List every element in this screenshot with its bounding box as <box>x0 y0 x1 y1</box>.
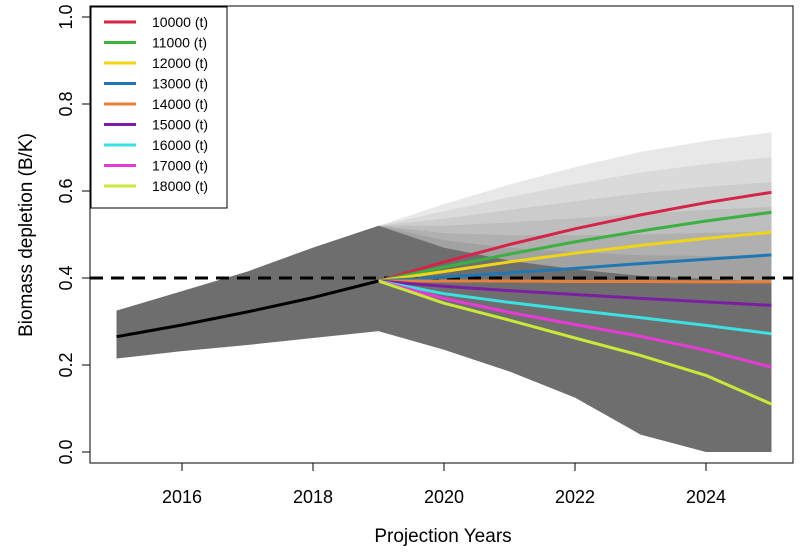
series-line-11000 <box>378 210 772 283</box>
legend-label: 18000 (t) <box>152 178 208 194</box>
y-tick-label: 0.0 <box>56 439 76 464</box>
legend-label: 10000 (t) <box>152 14 208 30</box>
x-tick-label: 2016 <box>162 487 202 507</box>
historical-line <box>116 279 379 339</box>
legend-label: 12000 (t) <box>152 55 208 71</box>
series-line-12000 <box>378 230 772 283</box>
x-tick-label: 2024 <box>686 487 726 507</box>
series-line-14000 <box>378 279 772 284</box>
series-line-17000 <box>378 279 772 369</box>
y-tick-label: 0.6 <box>56 178 76 203</box>
series-lines <box>116 190 773 406</box>
legend-box <box>90 6 228 209</box>
series-line-18000 <box>378 279 773 406</box>
y-tick-label: 0.2 <box>56 352 76 377</box>
legend-label: 15000 (t) <box>152 117 208 133</box>
series-line-10000 <box>378 190 772 283</box>
y-axis-label: Biomass depletion (B/K) <box>16 133 37 337</box>
legend-label: 13000 (t) <box>152 76 208 92</box>
x-axis-label: Projection Years <box>374 526 511 547</box>
series-line-15000 <box>378 279 772 307</box>
y-tick-label: 0.8 <box>56 91 76 116</box>
legend-label: 14000 (t) <box>152 96 208 112</box>
series-line-16000 <box>378 279 772 336</box>
y-axis: 0.0 0.2 0.4 0.6 0.8 1.0 <box>56 4 90 465</box>
x-tick-label: 2018 <box>293 487 333 507</box>
x-axis: 2016 2018 2020 2022 2024 <box>162 463 726 507</box>
legend: 10000 (t) 11000 (t) 12000 (t) 13000 (t) 1400… <box>90 6 228 209</box>
y-tick-label: 0.4 <box>56 265 76 290</box>
legend-label: 17000 (t) <box>152 158 208 174</box>
y-tick-label: 1.0 <box>56 4 76 29</box>
legend-label: 11000 (t) <box>152 35 207 51</box>
x-tick-label: 2022 <box>555 487 595 507</box>
x-tick-label: 2020 <box>424 487 464 507</box>
plot-frame <box>89 5 794 464</box>
series-line-13000 <box>378 253 772 283</box>
legend-label: 16000 (t) <box>152 137 208 153</box>
